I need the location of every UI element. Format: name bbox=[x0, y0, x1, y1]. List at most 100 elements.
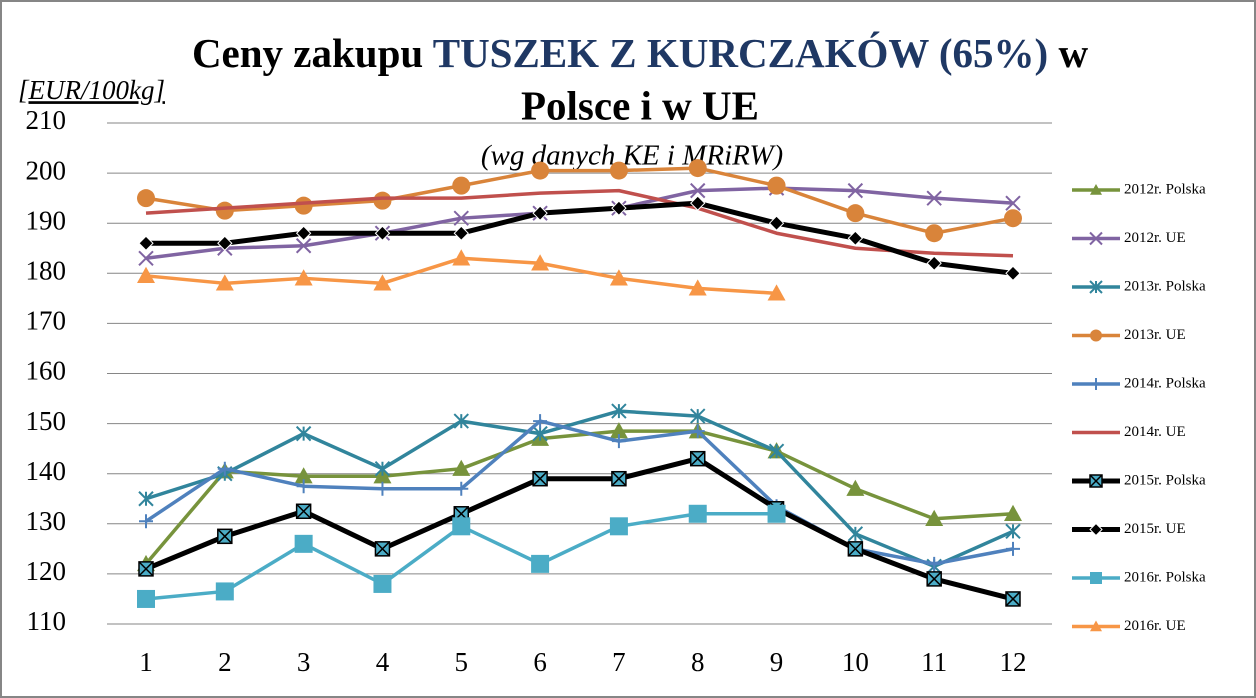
marker bbox=[532, 425, 548, 442]
marker bbox=[690, 195, 706, 211]
marker bbox=[294, 467, 313, 484]
marker-cross bbox=[926, 571, 942, 587]
marker-cross bbox=[217, 528, 233, 544]
marker bbox=[925, 509, 944, 526]
marker bbox=[295, 238, 312, 254]
marker bbox=[1004, 209, 1022, 228]
marker bbox=[1090, 620, 1102, 632]
marker bbox=[294, 534, 313, 553]
marker bbox=[217, 235, 233, 251]
marker bbox=[690, 424, 705, 439]
legend-label: 2013r. UE bbox=[1124, 327, 1186, 343]
marker bbox=[767, 284, 786, 301]
x-tick-label: 6 bbox=[533, 647, 547, 677]
marker bbox=[374, 225, 391, 241]
y-tick-label: 140 bbox=[26, 456, 67, 486]
x-tick-label: 3 bbox=[297, 647, 311, 677]
title-part: w bbox=[1058, 30, 1088, 76]
marker bbox=[1089, 231, 1103, 246]
marker bbox=[452, 249, 471, 266]
marker-cross bbox=[1005, 591, 1021, 607]
marker bbox=[847, 526, 864, 542]
marker bbox=[137, 189, 155, 208]
marker bbox=[533, 414, 548, 429]
y-tick-label: 170 bbox=[26, 306, 67, 336]
marker bbox=[611, 434, 626, 449]
marker-cross bbox=[296, 503, 312, 519]
legend-label: 2013r. Polska bbox=[1124, 278, 1206, 294]
marker bbox=[217, 461, 232, 476]
marker bbox=[609, 422, 628, 439]
marker bbox=[611, 200, 627, 216]
y-tick-label: 150 bbox=[26, 406, 67, 436]
marker bbox=[295, 225, 312, 241]
legend-label: 2016r. UE bbox=[1124, 618, 1186, 634]
marker bbox=[1005, 195, 1021, 211]
legend-label: 2014r. Polska bbox=[1124, 375, 1206, 391]
chart-subtitle: (wg danych KE i MRiRW) bbox=[481, 140, 783, 172]
marker bbox=[137, 589, 155, 608]
y-tick-label: 160 bbox=[26, 356, 67, 386]
marker bbox=[453, 413, 469, 429]
marker bbox=[1005, 523, 1021, 540]
x-tick-label: 5 bbox=[455, 647, 469, 677]
marker bbox=[294, 269, 313, 286]
title-highlight: TUSZEK Z KURCZAKÓW (65%) bbox=[433, 30, 1048, 76]
legend-label: 2014r. UE bbox=[1124, 424, 1186, 440]
x-tick-label: 1 bbox=[139, 647, 153, 677]
y-tick-label: 190 bbox=[26, 205, 67, 235]
marker bbox=[767, 176, 786, 195]
marker bbox=[690, 408, 706, 424]
marker bbox=[688, 504, 707, 523]
y-tick-label: 110 bbox=[27, 606, 67, 636]
x-tick-label: 10 bbox=[842, 647, 869, 677]
marker bbox=[846, 479, 865, 496]
series-line bbox=[145, 456, 1014, 602]
marker bbox=[1090, 378, 1102, 390]
marker bbox=[375, 481, 390, 496]
marker bbox=[452, 517, 471, 536]
marker bbox=[373, 274, 392, 291]
marker bbox=[1005, 265, 1021, 282]
y-tick-label: 200 bbox=[26, 155, 67, 185]
marker-cross bbox=[532, 471, 548, 487]
marker bbox=[1006, 541, 1020, 556]
marker bbox=[609, 269, 628, 286]
marker bbox=[296, 479, 311, 494]
series-line bbox=[145, 409, 1014, 569]
marker bbox=[767, 504, 786, 523]
marker bbox=[927, 556, 942, 571]
marker bbox=[454, 481, 469, 496]
marker bbox=[531, 254, 550, 271]
marker-cross bbox=[138, 561, 154, 577]
title-part: Ceny zakupu bbox=[192, 30, 423, 76]
marker bbox=[215, 582, 234, 601]
marker bbox=[611, 403, 627, 419]
marker bbox=[531, 161, 550, 180]
marker bbox=[609, 517, 628, 536]
marker bbox=[453, 225, 469, 241]
marker bbox=[1089, 522, 1103, 537]
y-tick-label: 130 bbox=[26, 506, 67, 536]
marker bbox=[926, 190, 942, 206]
series-line bbox=[144, 429, 1014, 566]
marker bbox=[138, 491, 154, 507]
x-tick-label: 2 bbox=[218, 647, 232, 677]
marker bbox=[452, 459, 471, 476]
y-tick-label: 180 bbox=[26, 256, 67, 286]
chart-title: Ceny zakupu TUSZEK Z KURCZAKÓW (65%) w bbox=[192, 30, 1089, 76]
marker bbox=[847, 230, 864, 246]
marker bbox=[532, 205, 548, 221]
series-line bbox=[145, 188, 1014, 258]
marker-cross bbox=[374, 541, 390, 557]
chart-title-line2: Polsce i w UE bbox=[521, 82, 759, 128]
series-line bbox=[146, 200, 1014, 276]
marker bbox=[138, 250, 154, 266]
legend-label: 2016r. Polska bbox=[1124, 569, 1206, 585]
marker bbox=[453, 210, 469, 226]
marker bbox=[295, 425, 312, 442]
legend-label: 2012r. UE bbox=[1124, 230, 1186, 246]
